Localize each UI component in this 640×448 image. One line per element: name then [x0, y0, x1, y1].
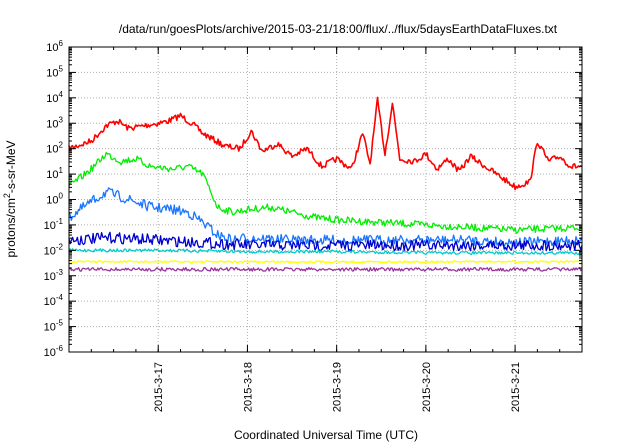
y-tick-label: 105	[46, 64, 63, 79]
y-tick-exponent: -3	[56, 268, 64, 277]
y-tick-label: 101	[46, 166, 63, 181]
y-axis-label-main: protons/cm	[4, 198, 18, 257]
y-tick-base: 10	[46, 118, 58, 130]
y-tick-label: 10-2	[44, 242, 64, 257]
y-tick-base: 10	[44, 220, 56, 232]
y-tick-exponent: -6	[56, 344, 64, 353]
y-tick-base: 10	[46, 195, 58, 207]
y-axis-label-exponent: 2	[2, 193, 12, 198]
x-tick-labels: 2015-3-17 2015-3-18 2015-3-19 2015-3-20 2015…	[153, 362, 522, 412]
chart-title: /data/run/goesPlots/archive/2015-03-21/1…	[119, 22, 558, 36]
y-tick-base: 10	[46, 93, 58, 105]
series-line	[68, 187, 583, 248]
x-tick-label: 2015-3-21	[510, 362, 522, 412]
y-tick-exponent: 4	[59, 90, 64, 99]
y-tick-exponent: 6	[59, 39, 64, 48]
series-line	[68, 266, 583, 272]
x-axis-label: Coordinated Universal Time (UTC)	[234, 428, 418, 442]
series-line	[68, 231, 583, 252]
y-tick-label: 103	[46, 115, 63, 130]
y-tick-base: 10	[44, 245, 56, 257]
x-tick-label: 2015-3-17	[153, 362, 165, 412]
y-tick-label: 100	[46, 192, 63, 207]
y-axis-label-rest: -s-sr-MeV	[4, 140, 18, 193]
y-tick-base: 10	[44, 322, 56, 334]
y-tick-exponent: -4	[56, 293, 64, 302]
y-tick-base: 10	[46, 169, 58, 181]
x-tick-label: 2015-3-20	[421, 362, 433, 412]
y-tick-base: 10	[46, 67, 58, 79]
series-line	[68, 248, 583, 256]
y-tick-base: 10	[46, 144, 58, 156]
x-tick-label: 2015-3-18	[242, 362, 254, 412]
y-tick-exponent: -5	[56, 319, 64, 328]
y-tick-base: 10	[44, 347, 56, 359]
y-tick-label: 10-5	[44, 319, 64, 334]
y-tick-exponent: 0	[59, 192, 64, 201]
y-tick-base: 10	[44, 271, 56, 283]
y-tick-exponent: 1	[59, 166, 64, 175]
y-tick-label: 106	[46, 39, 63, 54]
series-line	[68, 260, 583, 264]
y-tick-base: 10	[44, 296, 56, 308]
plot-frame	[68, 46, 583, 353]
y-tick-label: 104	[46, 90, 63, 105]
y-tick-exponent: 5	[59, 64, 64, 73]
y-axis-label: protons/cm2-s-sr-MeV	[2, 140, 18, 257]
series-line	[68, 96, 583, 191]
y-tick-exponent: -1	[56, 217, 64, 226]
grid-lines	[69, 47, 582, 352]
y-tick-labels: 10610510410310210110010-110-210-310-410-…	[44, 39, 64, 359]
y-tick-exponent: 2	[59, 141, 64, 150]
series-line	[68, 151, 583, 234]
x-tick-label: 2015-3-19	[332, 362, 344, 412]
y-tick-label: 10-3	[44, 268, 64, 283]
axis-ticks	[68, 46, 583, 353]
y-tick-label: 10-4	[44, 293, 64, 308]
y-tick-exponent: -2	[56, 242, 64, 251]
y-tick-label: 10-1	[44, 217, 64, 232]
y-tick-base: 10	[46, 42, 58, 54]
series-layer	[68, 96, 583, 272]
y-tick-label: 10-6	[44, 344, 64, 359]
y-tick-exponent: 3	[59, 115, 64, 124]
y-tick-label: 102	[46, 141, 63, 156]
